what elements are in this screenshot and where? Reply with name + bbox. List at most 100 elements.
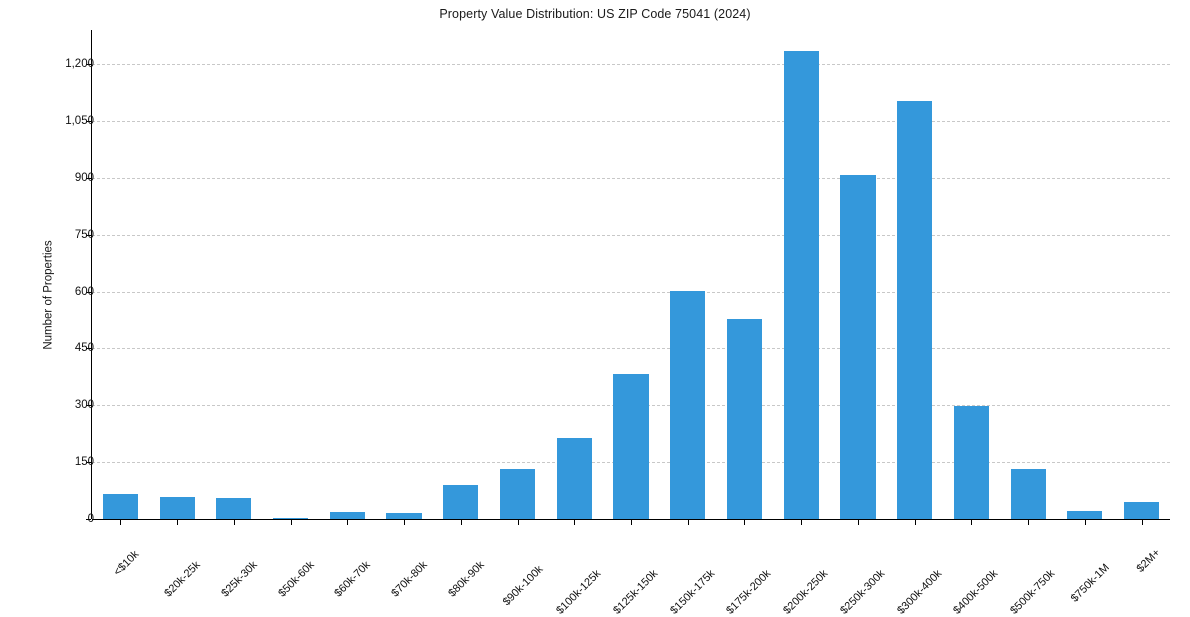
bar (272, 517, 309, 519)
x-tick-mark (857, 519, 859, 525)
x-tick-label-text: $500k-750k (1008, 567, 1058, 617)
x-tick-mark (801, 519, 803, 525)
x-tick-label-text: $2M+ (1134, 546, 1163, 575)
x-tick-mark (1028, 519, 1030, 525)
bar (953, 406, 989, 519)
bar (386, 513, 422, 519)
bar (670, 290, 706, 519)
y-axis-spine (91, 30, 92, 519)
x-tick-label-text: $70k-80k (389, 559, 430, 600)
y-tick-label: 1,050 (65, 114, 94, 127)
bar (216, 498, 252, 519)
bar (329, 511, 365, 519)
y-tick-label: 1,200 (65, 58, 94, 71)
x-tick-mark (744, 519, 746, 525)
gridline (92, 291, 1170, 293)
bar (499, 469, 536, 519)
x-tick-label: $300k-400k (895, 527, 985, 617)
x-tick-label: $200k-250k (781, 527, 871, 617)
x-tick-label-text: $60k-70k (332, 559, 374, 600)
gridline (92, 177, 1170, 179)
bar (840, 174, 876, 519)
x-tick-label: $100k-125k (554, 527, 644, 617)
x-tick-mark (631, 519, 632, 525)
x-tick-label-text: $100k-125k (554, 567, 604, 617)
bar (1010, 468, 1046, 519)
x-tick-label-text: $400k-500k (951, 567, 1001, 617)
y-tick-mark (86, 177, 91, 179)
x-tick-mark (290, 519, 292, 525)
gridline (92, 64, 1170, 66)
x-tick-label-text: $90k-100k (500, 563, 546, 609)
chart-title: Property Value Distribution: US ZIP Code… (439, 7, 751, 21)
y-tick-mark (86, 64, 91, 66)
y-tick-mark (86, 462, 91, 464)
x-tick-label-text: $80k-90k (446, 559, 487, 600)
x-tick-label: $80k-90k (446, 527, 518, 599)
x-tick-label: $90k-100k (500, 527, 582, 608)
x-tick-label-text: $175k-200k (724, 567, 774, 617)
x-tick-label-text: $200k-250k (781, 567, 831, 617)
x-tick-mark (517, 519, 519, 525)
bar (443, 485, 479, 519)
x-tick-mark (971, 519, 973, 525)
x-tick-label: $50k-60k (276, 527, 348, 599)
y-tick-mark (86, 234, 91, 236)
x-tick-label-text: $125k-150k (611, 567, 661, 617)
y-tick-label: 450 (74, 342, 94, 355)
x-tick-label-text: $250k-300k (838, 567, 888, 617)
y-tick-label: 300 (74, 399, 94, 412)
x-tick-label: $70k-80k (389, 527, 461, 599)
x-tick-label-text: $750k-1M (1068, 561, 1112, 605)
x-tick-label-text: $20k-25k (162, 559, 203, 600)
y-tick-mark (86, 120, 91, 122)
x-tick-mark (914, 519, 916, 525)
y-tick-label: 600 (74, 285, 94, 298)
bar-series (92, 30, 1170, 519)
x-tick-label-text: $150k-175k (667, 567, 718, 617)
x-tick-label-text: $300k-400k (894, 567, 944, 617)
x-tick-mark (347, 519, 349, 525)
x-tick-mark (1084, 519, 1086, 525)
x-tick-label-text: $25k-30k (219, 559, 260, 600)
x-tick-label: $150k-175k (668, 527, 758, 617)
gridline (92, 348, 1170, 350)
y-tick-label: 750 (74, 228, 94, 241)
x-tick-mark (233, 519, 235, 525)
y-tick-label: 900 (74, 171, 94, 184)
x-tick-mark (687, 519, 689, 525)
x-tick-mark (574, 519, 576, 525)
x-tick-label: $60k-70k (333, 527, 405, 599)
y-tick-mark (86, 405, 91, 407)
y-tick-mark (86, 291, 91, 293)
x-tick-label: $125k-150k (611, 527, 701, 617)
bar-chart: Property Value Distribution: US ZIP Code… (43, 7, 1170, 617)
bar (897, 100, 933, 519)
bar (613, 374, 649, 519)
bar (726, 318, 763, 519)
bar (1124, 501, 1160, 519)
x-tick-label-text: <$10k (111, 548, 142, 579)
bar (556, 437, 592, 519)
x-tick-label: $400k-500k (952, 527, 1041, 617)
bar (102, 494, 138, 519)
x-tick-label: $175k-200k (725, 527, 814, 617)
x-tick-label: $250k-300k (838, 527, 928, 617)
x-tick-label-text: $50k-60k (275, 559, 317, 600)
x-tick-mark (1141, 519, 1143, 525)
x-tick-mark (120, 519, 122, 525)
x-tick-label: $25k-30k (219, 527, 291, 599)
x-tick-mark (177, 519, 179, 525)
x-tick-label: <$10k (112, 527, 163, 578)
y-tick-label: 150 (74, 456, 94, 469)
gridline (92, 234, 1170, 236)
x-tick-mark (404, 519, 406, 525)
bar (159, 497, 195, 519)
y-tick-label: 0 (87, 513, 94, 525)
x-tick-mark (460, 519, 462, 525)
y-tick-mark (86, 348, 91, 350)
x-tick-label: $500k-750k (1008, 527, 1098, 617)
bar (1067, 510, 1103, 519)
x-tick-label: $20k-25k (162, 527, 234, 599)
y-tick-mark (86, 519, 91, 520)
